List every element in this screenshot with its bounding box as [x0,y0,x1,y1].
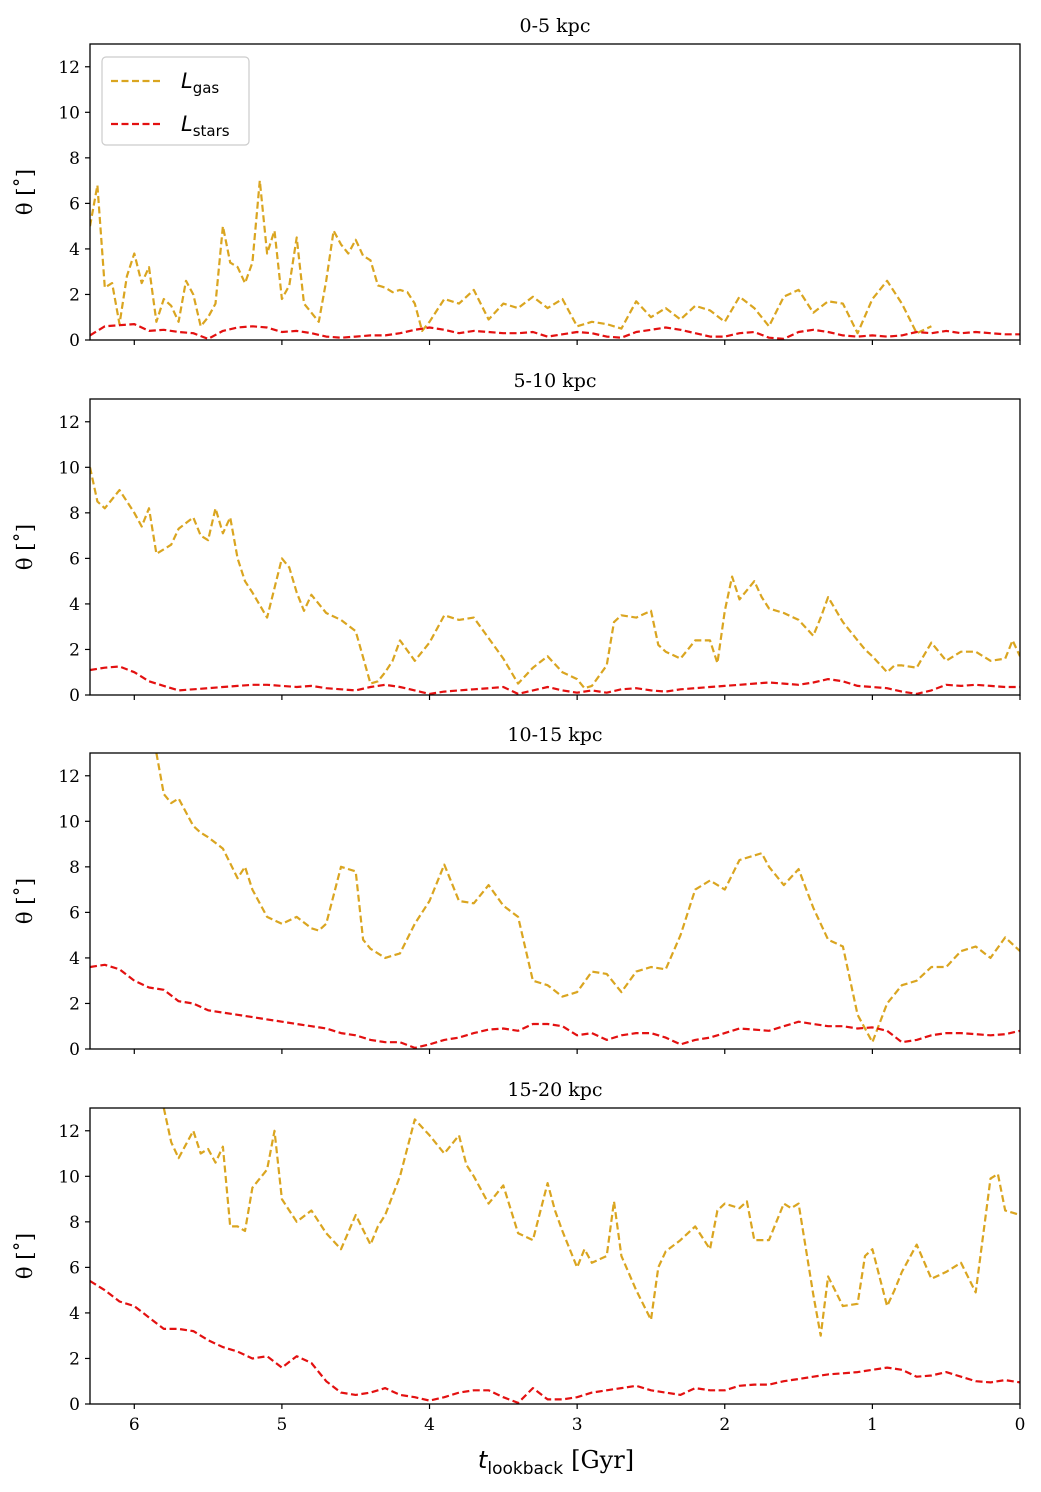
x-tick-label: 5 [276,1415,287,1435]
x-axis-label: tlookback [Gyr] [478,1446,634,1479]
y-tick-label: 8 [69,504,80,524]
series-group [90,467,1020,695]
y-tick-label: 4 [69,1304,80,1324]
legend-label: Lstars [181,112,230,140]
y-tick-label: 2 [69,640,80,660]
y-tick-label: 4 [69,595,80,615]
y-tick-label: 10 [58,1167,80,1187]
xlabel-unit: [Gyr] [571,1446,634,1474]
y-tick-label: 8 [69,149,80,169]
x-tick-label: 6 [129,1415,140,1435]
y-axis-label: θ [˚] [13,1233,37,1279]
xlabel-sub: lookback [487,1459,563,1479]
series-line-l-stars [90,323,1020,340]
y-tick-label: 4 [69,240,80,260]
series-line-l-stars [90,1280,1020,1404]
panel-title: 0-5 kpc [520,15,591,37]
y-tick-label: 4 [69,949,80,969]
panel-2: 5-10 kpc 0 2 4 6 8 10 12 θ [˚] [13,370,1021,706]
y-tick-label: 10 [58,103,80,123]
panel-title: 10-15 kpc [507,724,602,746]
y-tick-label: 10 [58,458,80,478]
axes-frame [89,43,1021,341]
legend-label-main: L [181,69,193,93]
panel-title: 5-10 kpc [513,370,596,392]
legend-label-sub: stars [193,122,230,140]
legend-label-main: L [181,112,193,136]
y-tick-label: 6 [69,903,80,923]
y-axis-label: θ [˚] [13,524,37,570]
y-tick-label: 6 [69,194,80,214]
svg-text:tlookback[Gyr]: tlookback [Gyr] [478,1446,634,1479]
x-tick-label: 2 [719,1415,730,1435]
y-tick-label: 2 [69,994,80,1014]
legend-label: Lgas [181,69,219,97]
y-tick-label: 12 [58,413,80,433]
series-line-l-gas [162,1108,1020,1337]
y-axis-label: θ [˚] [13,878,37,924]
panel-title: 15-20 kpc [507,1079,602,1101]
y-tick-label: 8 [69,1213,80,1233]
y-tick-label: 12 [58,767,80,787]
y-tick-label: 0 [69,331,80,351]
y-tick-label: 2 [69,285,80,305]
y-tick-label: 6 [69,1258,80,1278]
y-tick-label: 8 [69,858,80,878]
axes-frame [89,1107,1021,1405]
series-line-l-gas [90,179,932,335]
series-line-l-stars [90,665,1020,695]
x-tick-label: 0 [1015,1415,1026,1435]
x-tick-label: 3 [572,1415,583,1435]
axes-frame [89,752,1021,1050]
x-tick-label: 1 [867,1415,878,1435]
y-tick-label: 2 [69,1349,80,1369]
series-group [90,1108,1020,1404]
y-tick-label: 12 [58,58,80,78]
series-line-l-gas [155,753,1020,1044]
y-tick-label: 0 [69,686,80,706]
x-tick-label: 4 [424,1415,435,1435]
y-axis-label: θ [˚] [13,169,37,215]
y-tick-label: 10 [58,812,80,832]
y-tick-label: 0 [69,1040,80,1060]
series-line-l-gas [90,467,1020,690]
y-tick-label: 0 [69,1395,80,1415]
legend-label-sub: gas [193,79,220,97]
y-tick-label: 6 [69,549,80,569]
panel-3: 10-15 kpc 0 2 4 6 8 10 12 θ [˚] [13,724,1021,1060]
xlabel-main: t [478,1446,489,1474]
series-line-l-stars [90,963,1020,1049]
axes-frame [89,398,1021,696]
series-group [90,179,1020,340]
series-group [90,753,1020,1049]
y-tick-label: 12 [58,1122,80,1142]
